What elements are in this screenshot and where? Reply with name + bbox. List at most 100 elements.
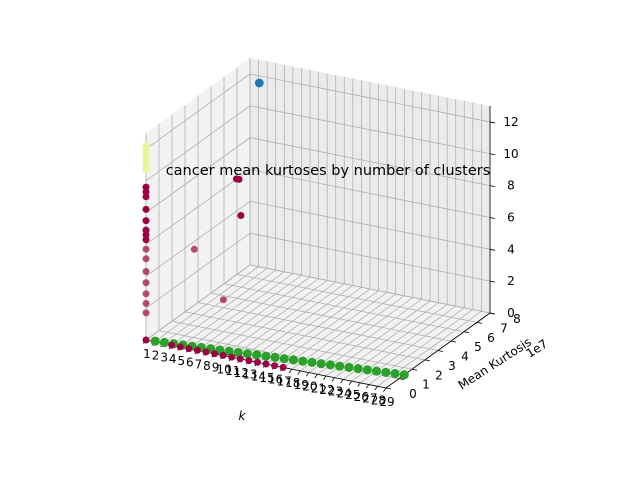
axes-gridlines — [145, 58, 491, 389]
data-point — [142, 290, 150, 298]
data-point — [142, 188, 150, 196]
scatter-points — [142, 78, 409, 380]
y-tick-label: 3 — [448, 359, 456, 373]
data-point — [176, 343, 184, 351]
x-tick-label: 26 — [354, 390, 369, 404]
data-point — [142, 161, 150, 169]
x-tick-mark — [383, 387, 387, 392]
data-point — [219, 296, 227, 304]
data-point — [381, 367, 391, 377]
data-point — [371, 366, 382, 376]
x-tick-label: 7 — [195, 357, 203, 371]
x-tick-label: 17 — [277, 374, 292, 388]
data-point — [307, 357, 317, 367]
y-tick-mark — [476, 321, 483, 324]
z-tick-label: 8 — [507, 179, 515, 193]
y-gridline-floor — [236, 273, 478, 323]
z-tick-label: 10 — [503, 147, 518, 161]
x-tick-mark — [374, 386, 378, 391]
data-point — [335, 361, 345, 371]
data-point — [228, 353, 236, 361]
x-tick-label: 28 — [371, 393, 386, 407]
data-point — [325, 360, 335, 370]
data-point — [237, 212, 245, 219]
y-tick-label: 7 — [500, 321, 508, 335]
data-point — [390, 369, 400, 379]
z-gridline-back — [249, 169, 491, 218]
chart-title: cancer mean kurtoses by number of cluste… — [166, 163, 491, 179]
y-gridline-floor — [197, 302, 439, 351]
x-tick-label: 14 — [251, 369, 266, 383]
y-tick-label: 5 — [474, 340, 482, 354]
data-point — [142, 217, 150, 225]
data-point — [261, 351, 271, 361]
z-gridline-left — [145, 232, 251, 309]
x-tick-label: 22 — [319, 383, 334, 397]
z-gridline-back — [249, 105, 491, 155]
z-gridline-left — [145, 73, 251, 150]
x-tick-label: 23 — [328, 385, 343, 399]
x-tick-label: 12 — [234, 366, 249, 380]
z-gridline-back — [249, 264, 491, 314]
z-tick-mark — [489, 312, 496, 315]
z-tick-mark — [489, 248, 496, 251]
data-point — [236, 355, 244, 363]
data-point — [252, 350, 262, 360]
data-point — [142, 183, 150, 191]
x-tick-label: 4 — [169, 352, 177, 366]
y-tick-label: 4 — [461, 350, 469, 364]
z-tick-label: 4 — [507, 242, 515, 256]
x-tick-label: 29 — [379, 395, 394, 409]
z-tick-label: 2 — [507, 274, 515, 288]
y-gridline-floor — [223, 283, 465, 333]
z-gridline-back — [249, 200, 491, 250]
z-tick-label: 0 — [507, 306, 515, 320]
x-tick-label: 15 — [259, 371, 274, 385]
data-point — [142, 299, 150, 307]
y-tick-mark — [411, 368, 418, 371]
z-axis-ticks: 0 2 4 6 8 10 12 — [489, 115, 519, 320]
x-tick-label: 25 — [345, 388, 360, 402]
data-point — [142, 166, 150, 174]
data-point — [142, 236, 150, 244]
x-axis-label: k — [239, 409, 247, 423]
data-point — [142, 255, 150, 263]
data-point — [344, 362, 354, 372]
x-tick-label: 27 — [362, 392, 377, 406]
data-point — [245, 357, 253, 365]
z-gridline-back — [249, 73, 491, 123]
z-tick-mark — [489, 153, 496, 156]
z-gridline-left — [145, 137, 251, 213]
x-tick-label: 9 — [212, 361, 220, 375]
data-point — [142, 231, 150, 239]
data-point — [150, 336, 160, 346]
data-point — [202, 348, 210, 356]
x-tick-label: 8 — [203, 359, 211, 373]
data-point — [233, 347, 243, 358]
x-tick-mark — [331, 377, 335, 382]
data-point — [142, 193, 150, 201]
z-gridline-back — [249, 137, 491, 187]
y-tick-mark — [437, 350, 444, 352]
z-tick-mark — [489, 280, 496, 283]
y-gridline-floor — [184, 311, 426, 361]
z-tick-mark — [489, 121, 496, 124]
data-point — [159, 337, 169, 348]
data-point — [254, 78, 264, 88]
z-gridline-left — [145, 105, 251, 182]
data-point — [193, 346, 201, 354]
z-tick-label: 12 — [503, 115, 518, 129]
y-tick-mark — [450, 340, 457, 343]
data-point — [279, 363, 287, 371]
y-gridline-floor — [171, 320, 413, 370]
data-point — [262, 360, 270, 368]
data-point — [142, 309, 150, 317]
data-point — [270, 352, 280, 362]
data-point — [142, 268, 150, 275]
data-point — [235, 175, 243, 183]
y-tick-label: 8 — [513, 312, 521, 326]
y-tick-mark — [398, 378, 405, 381]
y-gridline-floor — [210, 292, 452, 342]
x-tick-label: 18 — [285, 376, 300, 390]
data-point — [211, 350, 219, 358]
